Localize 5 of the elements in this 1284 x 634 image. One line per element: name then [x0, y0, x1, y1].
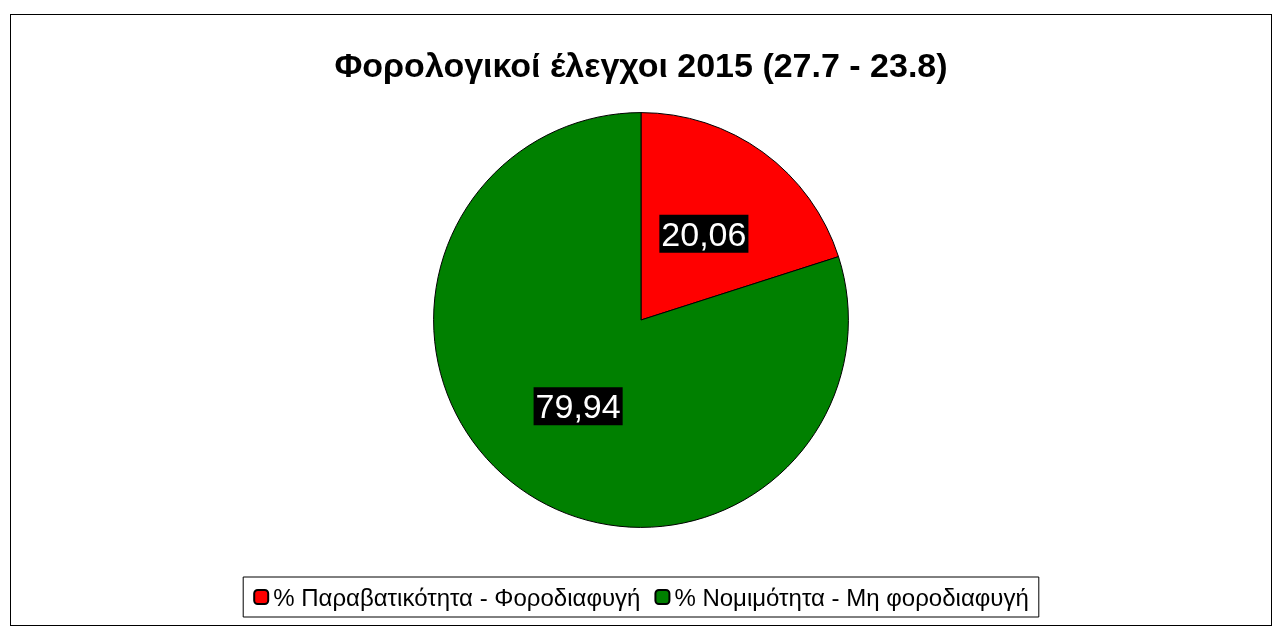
chart-title: Φορολογικοί έλεγχοι 2015 (27.7 - 23.8): [334, 46, 948, 84]
legend-label: % Νομιμότητα - Μη φοροδιαφυγή: [674, 583, 1029, 611]
data-label: 20,06: [661, 214, 747, 253]
data-label: 79,94: [535, 387, 621, 426]
legend-label: % Παραβατικότητα - Φοροδιαφυγή: [273, 583, 641, 611]
